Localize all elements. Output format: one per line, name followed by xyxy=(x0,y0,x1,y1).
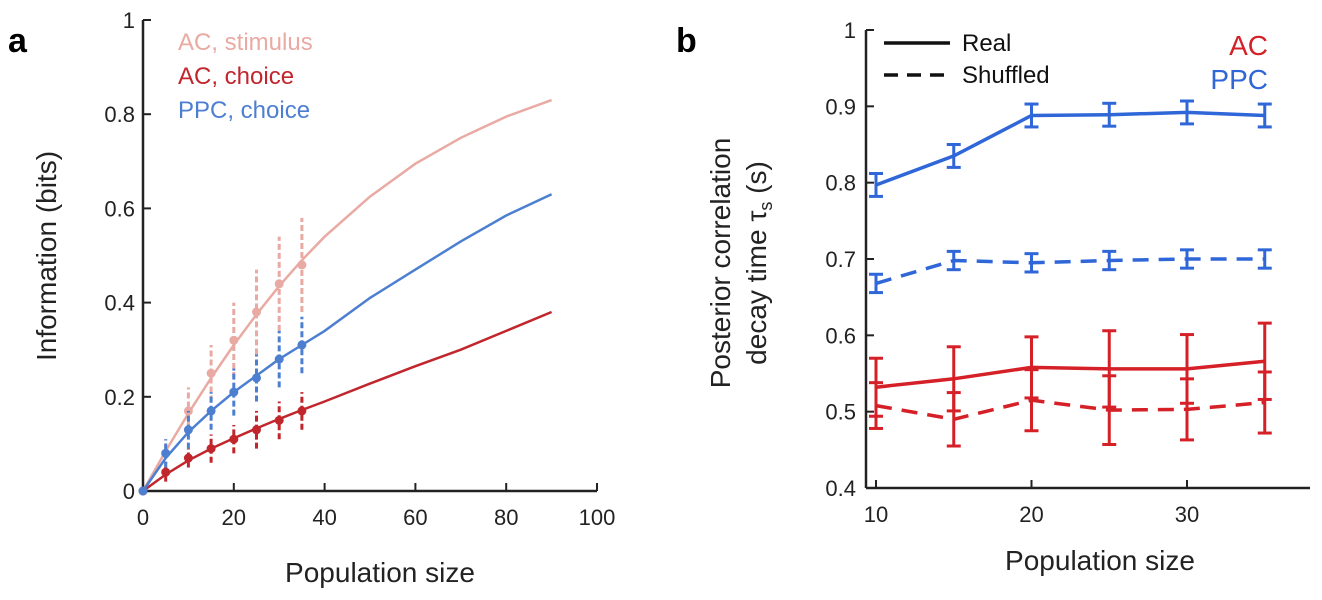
panel-b-ylabel-line2: decay time τs (s) xyxy=(741,161,776,365)
panel-b-series xyxy=(869,99,1272,448)
panel-b-ticks: 10 20 30 0.4 0.5 0.6 0.7 0.8 0.9 1 xyxy=(825,18,1199,527)
panel-b-ytick-label: 1 xyxy=(844,18,856,43)
line-ppc-shuffled xyxy=(875,257,1265,286)
series-ac-shuffled xyxy=(869,368,1272,448)
data-point xyxy=(183,425,193,435)
panel-b-ylabel: Posterior correlation decay time τs (s) xyxy=(705,138,776,389)
fit-line-ac-stimulus xyxy=(141,98,553,492)
legend-real: Real xyxy=(962,30,1011,57)
fit-line-ac-choice xyxy=(142,310,553,493)
data-point xyxy=(252,307,261,317)
data-point xyxy=(297,406,307,416)
panel-a-xtick-label: 80 xyxy=(494,505,518,530)
ylabel-unit: (s) xyxy=(741,161,772,201)
legend-ppc-choice: PPC, choice xyxy=(178,97,310,124)
panel-b-xtick-label: 10 xyxy=(864,502,888,527)
panel-a-ytick-label: 0.8 xyxy=(104,102,135,127)
legend-area-ac: AC xyxy=(1229,30,1268,61)
panel-b-ytick-label: 0.7 xyxy=(825,247,856,272)
legend-shuffled: Shuffled xyxy=(962,62,1050,89)
series-ppc-real xyxy=(869,99,1272,198)
line-ac-shuffled xyxy=(875,398,1265,422)
panel-a-ylabel: Information (bits) xyxy=(31,151,62,361)
panel-a-ytick-label: 0.4 xyxy=(104,291,135,316)
data-point xyxy=(274,279,284,289)
panel-b-label: b xyxy=(676,22,697,60)
panel-a-ytick-label: 0.6 xyxy=(104,196,135,221)
panel-a-legend: AC, stimulus AC, choice PPC, choice xyxy=(178,29,313,124)
panel-b-ytick-label: 0.8 xyxy=(825,171,856,196)
data-point xyxy=(206,406,216,416)
panel-b-ytick-label: 0.6 xyxy=(825,323,856,348)
panel-a-label: a xyxy=(8,22,28,60)
panel-a-ytick-label: 0.2 xyxy=(104,385,135,410)
data-point xyxy=(252,425,261,435)
panel-b-ytick-label: 0.9 xyxy=(825,94,856,119)
series-ac-real xyxy=(869,321,1272,418)
data-point xyxy=(229,434,239,444)
data-point xyxy=(297,260,307,270)
legend-area-ppc: PPC xyxy=(1210,64,1268,95)
panel-a-xlabel: Population size xyxy=(285,557,475,588)
line-ppc-real xyxy=(875,110,1265,187)
data-point xyxy=(229,387,239,397)
data-point xyxy=(138,486,148,496)
data-point xyxy=(161,467,171,477)
data-point xyxy=(183,453,193,463)
panel-b-xtick-label: 30 xyxy=(1175,502,1199,527)
legend-ac-stimulus: AC, stimulus xyxy=(178,29,313,56)
fit-line-ppc-choice xyxy=(141,193,553,492)
data-point xyxy=(252,373,261,383)
data-point xyxy=(274,415,284,425)
panel-a-xtick-label: 20 xyxy=(222,505,246,530)
panel-a-ytick-label: 0 xyxy=(123,479,135,504)
data-point xyxy=(161,448,171,458)
panel-a-xtick-label: 0 xyxy=(137,505,149,530)
data-point xyxy=(206,368,216,378)
data-point xyxy=(297,340,307,350)
series-ppc-shuffled xyxy=(869,248,1272,295)
panel-a-xtick-label: 60 xyxy=(403,505,427,530)
panel-a-ytick-label: 1 xyxy=(123,8,135,33)
panel-b-ylabel-line1: Posterior correlation xyxy=(705,138,736,389)
panel-b-ytick-label: 0.4 xyxy=(825,476,856,501)
panel-a-series xyxy=(138,98,553,496)
panel-a-xtick-label: 40 xyxy=(312,505,336,530)
data-point xyxy=(274,354,284,364)
line-ac-real xyxy=(875,359,1265,389)
data-point xyxy=(206,444,216,454)
panel-a-xtick-label: 100 xyxy=(579,505,616,530)
panel-b-ytick-label: 0.5 xyxy=(825,400,856,425)
legend-ac-choice: AC, choice xyxy=(178,63,294,90)
panel-a-ticks: 0 20 40 60 80 100 0 0.2 0.4 0.6 0.8 1 xyxy=(104,8,615,530)
ylabel-main: decay time τ xyxy=(741,211,772,365)
data-point xyxy=(229,335,239,345)
panel-b-xlabel: Population size xyxy=(1005,545,1195,576)
series-ac-stimulus xyxy=(138,98,553,496)
ylabel-subscript: s xyxy=(756,202,776,211)
series-ac-choice xyxy=(138,310,553,496)
series-ppc-choice xyxy=(138,193,553,496)
panel-b-xtick-label: 20 xyxy=(1019,502,1043,527)
